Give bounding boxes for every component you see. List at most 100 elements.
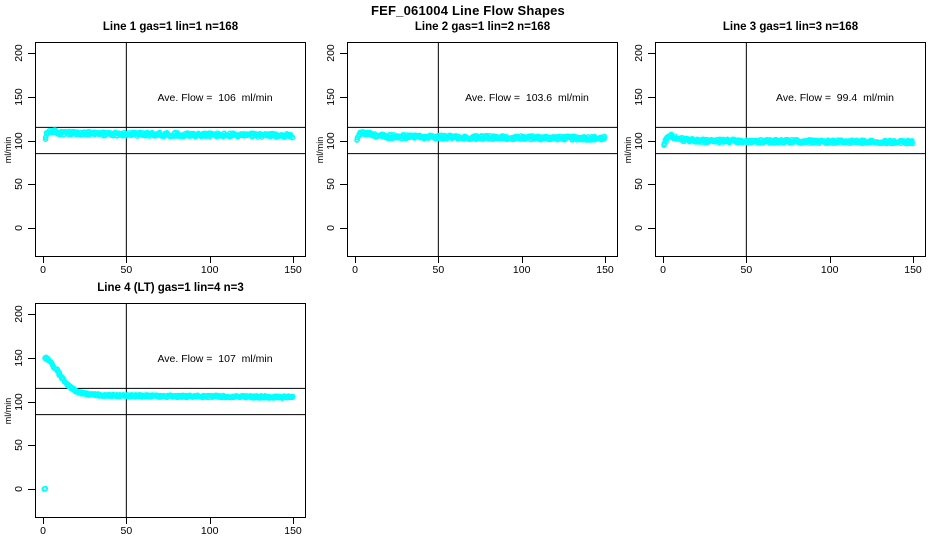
plot-canvas <box>348 43 617 256</box>
x-tick-label: 150 <box>284 525 302 537</box>
y-tick-label: 100 <box>633 131 645 150</box>
x-tick <box>126 517 128 524</box>
x-tick-label: 100 <box>200 264 219 276</box>
x-tick <box>913 256 914 263</box>
y-tick-label: 0 <box>13 486 25 492</box>
ave-flow-annotation: Ave. Flow = 99.4 ml/min <box>776 92 894 104</box>
y-tick-label: 200 <box>13 305 25 323</box>
x-tick-label: 0 <box>352 264 358 276</box>
y-tick-label: 0 <box>325 225 337 231</box>
subplot-title: Line 3 gas=1 lin=3 n=168 <box>722 21 859 33</box>
x-tick-label: 0 <box>40 525 46 537</box>
y-tick-label: 100 <box>13 392 25 411</box>
data-point <box>354 137 360 143</box>
x-tick <box>293 517 294 524</box>
y-tick <box>28 140 35 142</box>
y-tick-label: 150 <box>325 87 337 106</box>
y-tick <box>28 445 35 447</box>
y-tick-label: 0 <box>13 225 25 231</box>
ave-flow-annotation: Ave. Flow = 106 ml/min <box>157 92 273 104</box>
data-point <box>661 141 667 148</box>
y-tick <box>28 96 35 98</box>
y-axis-label: ml/min <box>3 136 13 163</box>
main-title: FEF_061004 Line Flow Shapes <box>371 3 565 18</box>
x-tick-label: 100 <box>512 264 531 276</box>
x-tick-label: 0 <box>40 264 46 276</box>
x-tick-label: 50 <box>432 264 445 276</box>
y-tick-label: 50 <box>13 178 25 191</box>
y-tick <box>648 53 655 54</box>
x-tick <box>663 256 664 263</box>
y-axis-label: ml/min <box>623 136 633 163</box>
y-tick <box>28 53 35 54</box>
x-tick <box>746 256 748 263</box>
x-tick-label: 150 <box>904 264 922 276</box>
x-tick-label: 150 <box>284 264 302 276</box>
data-point <box>289 394 296 401</box>
x-tick <box>209 256 211 263</box>
x-tick <box>293 256 294 263</box>
y-tick <box>340 140 347 142</box>
y-tick-label: 100 <box>13 131 25 150</box>
y-tick-label: 100 <box>325 131 337 150</box>
y-tick-label: 50 <box>633 178 645 191</box>
y-tick <box>648 228 655 229</box>
y-tick <box>340 184 347 186</box>
x-tick <box>43 517 44 524</box>
x-tick <box>521 256 523 263</box>
data-point <box>42 136 49 142</box>
y-tick <box>28 228 35 229</box>
y-axis-label: ml/min <box>3 397 13 424</box>
ave-flow-annotation: Ave. Flow = 103.6 ml/min <box>465 92 589 104</box>
x-tick <box>438 256 440 263</box>
x-tick-label: 150 <box>596 264 614 276</box>
x-tick-label: 100 <box>820 264 839 276</box>
plot-canvas <box>36 43 305 256</box>
x-tick <box>126 256 128 263</box>
y-tick-label: 200 <box>325 44 337 62</box>
data-point <box>289 134 296 141</box>
subplot-title: Line 1 gas=1 lin=1 n=168 <box>102 21 239 33</box>
subplot-title: Line 4 (LT) gas=1 lin=4 n=3 <box>97 282 244 294</box>
x-tick <box>355 256 356 263</box>
x-tick <box>605 256 606 263</box>
y-tick-label: 150 <box>13 348 25 367</box>
plot-box <box>347 42 618 257</box>
plot-canvas <box>656 43 925 256</box>
x-tick-label: 50 <box>120 525 133 537</box>
plot-box <box>35 303 306 518</box>
x-tick-label: 50 <box>740 264 753 276</box>
y-tick <box>340 96 347 98</box>
y-tick-label: 50 <box>325 178 337 191</box>
y-tick <box>28 489 35 490</box>
y-tick <box>340 53 347 54</box>
data-point <box>909 140 916 147</box>
data-point <box>42 485 49 492</box>
data-point <box>601 135 607 142</box>
subplot-title: Line 2 gas=1 lin=2 n=168 <box>414 21 551 33</box>
x-tick-label: 0 <box>660 264 666 276</box>
y-tick <box>28 184 35 186</box>
x-tick <box>829 256 831 263</box>
y-tick <box>28 401 35 403</box>
y-tick-label: 150 <box>633 87 645 106</box>
y-tick-label: 150 <box>13 87 25 106</box>
data-point <box>601 133 608 140</box>
plot-canvas <box>36 304 305 517</box>
x-tick <box>43 256 44 263</box>
plot-box <box>35 42 306 257</box>
y-tick-label: 0 <box>633 225 645 231</box>
x-tick <box>209 517 211 524</box>
y-tick <box>340 228 347 229</box>
y-tick <box>648 140 655 142</box>
y-tick-label: 200 <box>633 44 645 62</box>
plot-box <box>655 42 926 257</box>
data-point <box>909 138 915 144</box>
y-tick <box>28 314 35 315</box>
y-tick <box>648 184 655 186</box>
y-axis-label: ml/min <box>315 136 325 163</box>
y-tick <box>28 357 35 359</box>
x-tick-label: 50 <box>120 264 133 276</box>
ave-flow-annotation: Ave. Flow = 107 ml/min <box>157 353 273 365</box>
